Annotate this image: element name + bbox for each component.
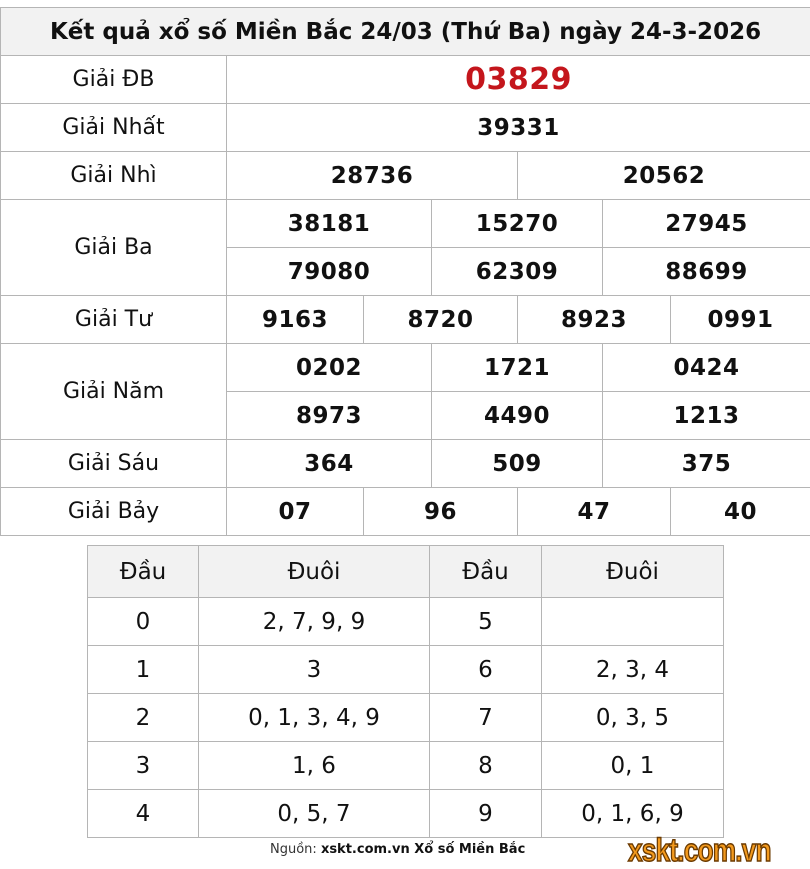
prize-number: 20562 bbox=[518, 152, 810, 200]
prize-number: 0991 bbox=[671, 296, 810, 344]
prize-row-db: Giải ĐB 03829 bbox=[1, 56, 810, 104]
site-logo: xskt.com.vn bbox=[628, 832, 771, 869]
prize-row-nhat: Giải Nhất 39331 bbox=[1, 104, 810, 152]
prize-row-nhi: Giải Nhì 28736 20562 bbox=[1, 152, 810, 200]
prize-number: 88699 bbox=[603, 248, 810, 296]
duoi-cell: 0, 1, 3, 4, 9 bbox=[199, 694, 430, 742]
duoi-cell: 3 bbox=[199, 646, 430, 694]
prize-row-bay: Giải Bảy 07 96 47 40 bbox=[1, 488, 810, 536]
dau-cell: 7 bbox=[430, 694, 542, 742]
prize-number: 96 bbox=[364, 488, 518, 536]
prize-number: 38181 bbox=[227, 200, 432, 248]
duoi-cell: 2, 3, 4 bbox=[542, 646, 724, 694]
header-duoi: Đuôi bbox=[542, 546, 724, 598]
dau-cell: 6 bbox=[430, 646, 542, 694]
prize-label: Giải Tư bbox=[1, 296, 227, 344]
prize-number: 8720 bbox=[364, 296, 518, 344]
prize-label: Giải Ba bbox=[1, 200, 227, 296]
dau-cell: 8 bbox=[430, 742, 542, 790]
prize-row-tu: Giải Tư 9163 8720 8923 0991 bbox=[1, 296, 810, 344]
page-title: Kết quả xổ số Miền Bắc 24/03 (Thứ Ba) ng… bbox=[1, 8, 810, 56]
duoi-cell: 0, 5, 7 bbox=[199, 790, 430, 838]
prize-number: 4490 bbox=[432, 392, 603, 440]
source-site: xskt.com.vn Xổ số Miền Bắc bbox=[321, 842, 525, 857]
results-table: Kết quả xổ số Miền Bắc 24/03 (Thứ Ba) ng… bbox=[0, 7, 810, 536]
duoi-cell: 1, 6 bbox=[199, 742, 430, 790]
prize-number: 9163 bbox=[227, 296, 364, 344]
prize-label: Giải Nhất bbox=[1, 104, 227, 152]
prize-label: Giải Bảy bbox=[1, 488, 227, 536]
prize-number: 0424 bbox=[603, 344, 810, 392]
prize-number: 8923 bbox=[518, 296, 671, 344]
header-duoi: Đuôi bbox=[199, 546, 430, 598]
duoi-cell: 0, 3, 5 bbox=[542, 694, 724, 742]
special-prize-number: 03829 bbox=[227, 56, 810, 104]
prize-row-nam: Giải Năm 0202 1721 0424 bbox=[1, 344, 810, 392]
prize-number: 79080 bbox=[227, 248, 432, 296]
prize-label: Giải Nhì bbox=[1, 152, 227, 200]
prize-number: 39331 bbox=[227, 104, 810, 152]
dau-cell: 0 bbox=[88, 598, 199, 646]
dau-cell: 2 bbox=[88, 694, 199, 742]
prize-number: 364 bbox=[227, 440, 432, 488]
prize-number: 27945 bbox=[603, 200, 810, 248]
prize-number: 509 bbox=[432, 440, 603, 488]
duoi-cell: 0, 1 bbox=[542, 742, 724, 790]
dau-cell: 4 bbox=[88, 790, 199, 838]
duoi-cell: 0, 1, 6, 9 bbox=[542, 790, 724, 838]
source-note: Nguồn: xskt.com.vn Xổ số Miền Bắc bbox=[270, 842, 525, 857]
prize-label: Giải ĐB bbox=[1, 56, 227, 104]
prize-row-sau: Giải Sáu 364 509 375 bbox=[1, 440, 810, 488]
prize-number: 8973 bbox=[227, 392, 432, 440]
prize-number: 1213 bbox=[603, 392, 810, 440]
prize-number: 40 bbox=[671, 488, 810, 536]
prize-number: 62309 bbox=[432, 248, 603, 296]
dau-cell: 1 bbox=[88, 646, 199, 694]
source-prefix: Nguồn: bbox=[270, 842, 317, 857]
duoi-cell: 2, 7, 9, 9 bbox=[199, 598, 430, 646]
prize-number: 15270 bbox=[432, 200, 603, 248]
prize-number: 1721 bbox=[432, 344, 603, 392]
prize-number: 0202 bbox=[227, 344, 432, 392]
prize-label: Giải Sáu bbox=[1, 440, 227, 488]
dau-cell: 9 bbox=[430, 790, 542, 838]
loto-header-row: Đầu Đuôi Đầu Đuôi bbox=[88, 546, 724, 598]
header-dau: Đầu bbox=[88, 546, 199, 598]
prize-row-ba: Giải Ba 38181 15270 27945 bbox=[1, 200, 810, 248]
prize-label: Giải Năm bbox=[1, 344, 227, 440]
dau-cell: 5 bbox=[430, 598, 542, 646]
prize-number: 28736 bbox=[227, 152, 518, 200]
dau-cell: 3 bbox=[88, 742, 199, 790]
prize-number: 07 bbox=[227, 488, 364, 536]
prize-number: 47 bbox=[518, 488, 671, 536]
duoi-cell bbox=[542, 598, 724, 646]
header-dau: Đầu bbox=[430, 546, 542, 598]
prize-number: 375 bbox=[603, 440, 810, 488]
